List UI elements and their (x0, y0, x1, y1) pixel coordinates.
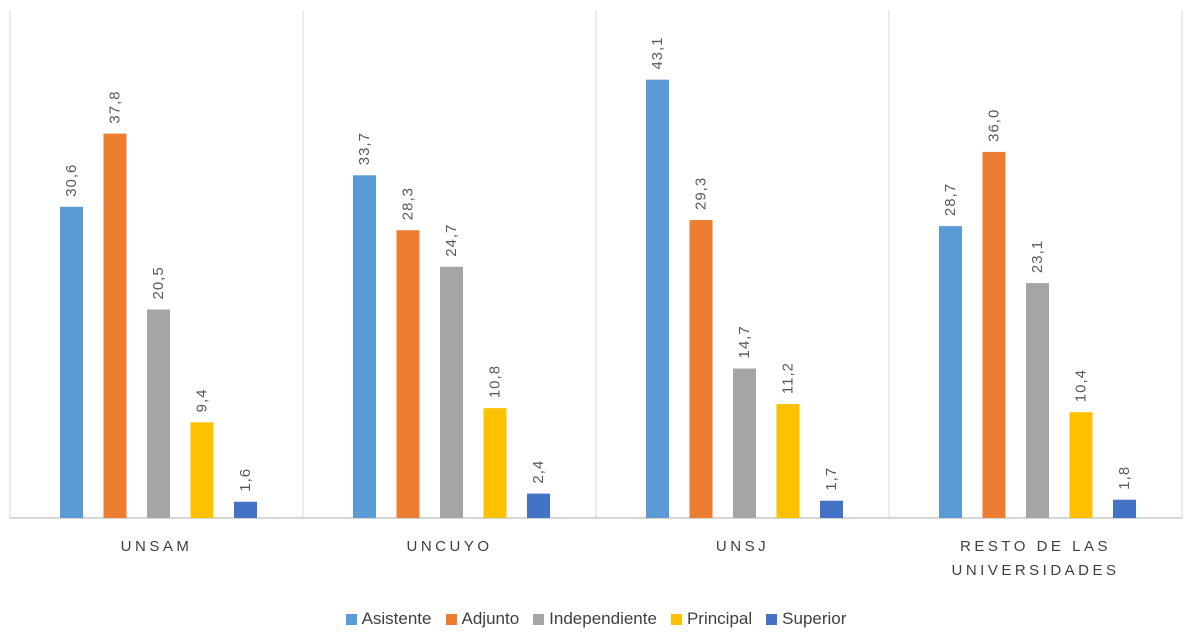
legend-swatch (445, 613, 457, 625)
legend-item-adjunto: Adjunto (445, 609, 520, 629)
data-label: 29,3 (693, 177, 710, 210)
legend-label: Adjunto (461, 609, 520, 628)
bar-superior-1 (527, 493, 550, 518)
data-label: 10,4 (1073, 369, 1090, 402)
category-label: UNIVERSIDADES (951, 562, 1119, 579)
category-label: RESTO DE LAS (960, 538, 1111, 555)
bar-independiente-1 (440, 266, 463, 518)
data-label: 37,8 (107, 90, 124, 123)
data-label: 28,7 (942, 183, 959, 216)
legend-item-principal: Principal (670, 609, 753, 629)
bar-asistente-0 (60, 206, 83, 518)
legend-label: Principal (686, 609, 753, 628)
bar-superior-0 (234, 501, 257, 518)
data-label: 33,7 (356, 132, 373, 165)
category-label: UNSAM (121, 538, 193, 555)
bar-principal-3 (1069, 412, 1093, 518)
legend-label: Superior (782, 609, 847, 628)
legend-swatch (345, 613, 357, 625)
category-label: UNCUYO (406, 538, 492, 555)
data-label: 30,6 (63, 164, 80, 197)
legend-label: Independiente (549, 609, 657, 628)
data-label: 1,6 (237, 468, 254, 492)
bar-independiente-3 (1026, 283, 1049, 518)
bar-asistente-3 (939, 226, 962, 518)
category-label: UNSJ (716, 538, 769, 555)
bar-adjunto-1 (396, 230, 420, 518)
data-label: 9,4 (194, 389, 211, 413)
bar-principal-1 (483, 408, 507, 518)
bar-principal-0 (190, 422, 214, 518)
bar-adjunto-0 (103, 133, 127, 518)
data-label: 23,1 (1029, 240, 1046, 273)
data-label: 1,7 (823, 467, 840, 491)
data-label: 10,8 (487, 365, 504, 398)
bar-superior-2 (820, 500, 843, 518)
data-label: 43,1 (649, 36, 666, 69)
legend-item-superior: Superior (766, 609, 846, 629)
data-label: 20,5 (150, 266, 167, 299)
legend: Asistente Adjunto Independiente Principal Su… (0, 607, 1192, 631)
bar-independiente-2 (733, 368, 756, 518)
bar-asistente-1 (353, 175, 376, 518)
data-label: 11,2 (780, 362, 797, 394)
data-label: 28,3 (400, 187, 417, 220)
legend-label: Asistente (361, 609, 432, 628)
legend-item-independiente: Independiente (533, 609, 657, 629)
data-label: 14,7 (736, 325, 753, 358)
data-label: 2,4 (530, 460, 547, 484)
bar-adjunto-2 (689, 220, 713, 519)
bar-independiente-0 (147, 309, 170, 518)
data-label: 36,0 (986, 109, 1003, 142)
bar-asistente-2 (646, 79, 669, 518)
data-label: 1,8 (1116, 466, 1133, 490)
legend-swatch (766, 613, 778, 625)
bar-principal-2 (776, 404, 800, 518)
bar-adjunto-3 (982, 151, 1006, 518)
legend-swatch (533, 613, 545, 625)
legend-swatch (670, 613, 682, 625)
bar-superior-3 (1113, 499, 1136, 518)
data-label: 24,7 (443, 224, 460, 257)
legend-item-asistente: Asistente (345, 609, 432, 629)
